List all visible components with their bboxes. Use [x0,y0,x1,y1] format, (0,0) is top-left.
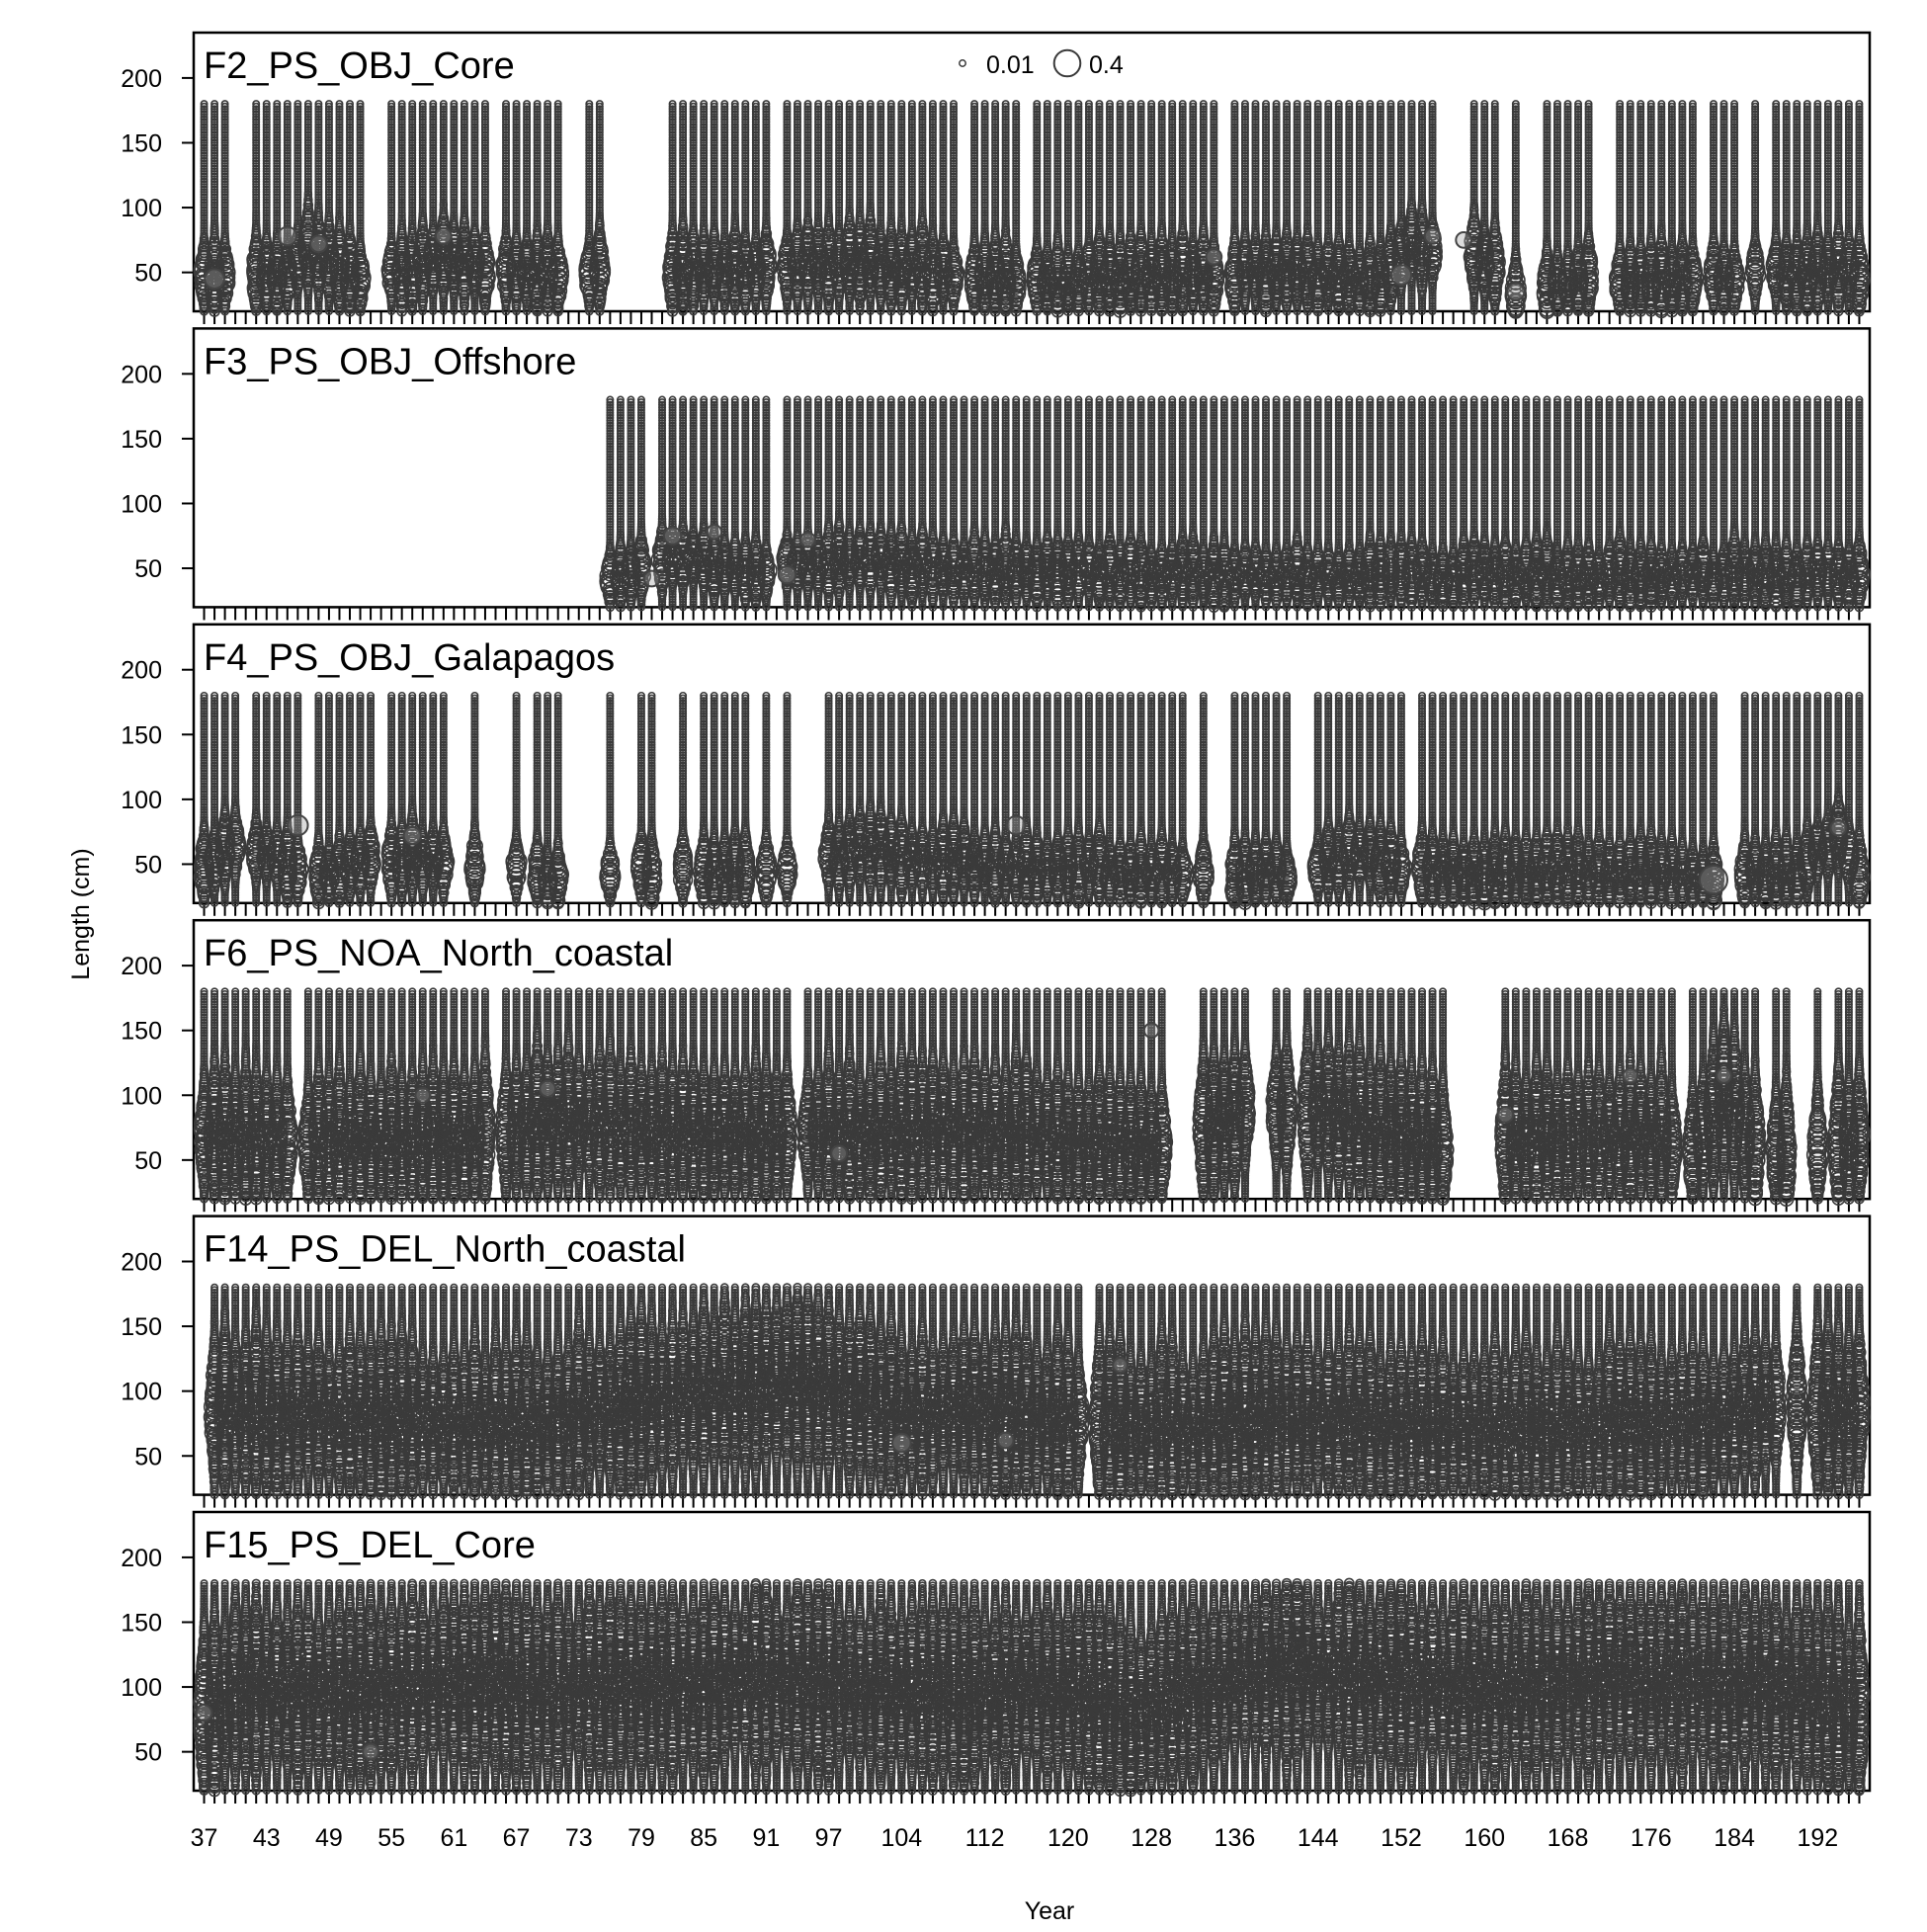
bubble-series [194,101,1870,318]
panels-layer: F2_PS_OBJ_Core50100150200F3_PS_OBJ_Offsh… [121,33,1870,1804]
y-tick-label: 100 [121,195,162,222]
panel-title: F2_PS_OBJ_Core [204,45,515,87]
y-tick-label: 200 [121,65,162,93]
y-tick-label: 50 [134,260,162,288]
y-tick-label: 150 [121,129,162,157]
